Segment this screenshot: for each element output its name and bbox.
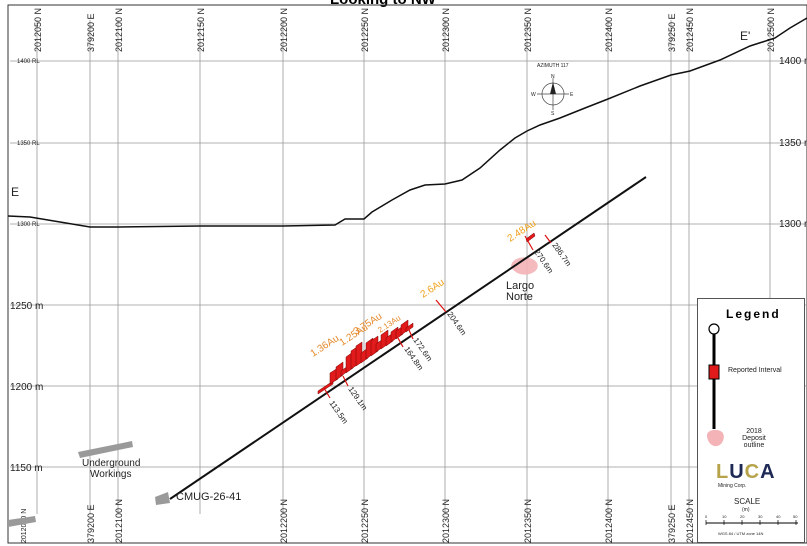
top-label: 2012400 N (604, 8, 614, 52)
section-start-label: E (11, 185, 19, 199)
grade-labels: 1.36Au 1.25Au 3.75Au 2.13Au 2.6Au 2.48Au (309, 218, 539, 359)
grade-label: 2.48Au (506, 218, 539, 244)
elevation-m-label: 1200 m (10, 382, 43, 393)
deposit-label: Norte (506, 291, 533, 303)
bottom-coordinate-labels: 2012050 N 379200 E 2012100 N 2012200 N 2… (21, 499, 695, 543)
legend-panel: Legend Reported Interval 2018 Deposit outl… (697, 298, 805, 543)
rl-label: 1300 RL (17, 222, 40, 228)
legend-interval-label: Reported Interval (728, 367, 782, 374)
svg-text:50: 50 (793, 514, 798, 519)
svg-text:S: S (551, 111, 555, 117)
compass-title: AZIMUTH 117 (537, 63, 569, 69)
luca-logo: LUCA (716, 461, 776, 483)
svg-text:E: E (570, 92, 574, 98)
scale-title: SCALE (734, 497, 761, 506)
top-label: 2012450 N (685, 8, 695, 52)
bottom-label: 2012250 N (360, 499, 370, 543)
underground-workings (8, 441, 170, 527)
svg-text:10: 10 (722, 514, 727, 519)
section-title: Looking to NW (330, 0, 436, 8)
bottom-label: 2012100 N (114, 499, 124, 543)
bottom-label: 2012200 N (279, 499, 289, 543)
deposit-outline (511, 257, 538, 275)
grade-label: 1.36Au (309, 333, 342, 359)
top-label: 2012250 N (360, 8, 370, 52)
top-label: 379200 E (86, 13, 96, 52)
top-label: 2012100 N (114, 8, 124, 52)
deposit-legend-icon (707, 429, 724, 447)
drillhole-legend-icon (708, 323, 720, 429)
workings-label: Underground (82, 458, 140, 469)
bottom-label: 2012050 N (21, 509, 28, 543)
depth-label: 113.5m (327, 399, 350, 426)
svg-text:40: 40 (776, 514, 781, 519)
bottom-label: 2012350 N (523, 499, 533, 543)
right-elevation-label: 1400 m (779, 56, 807, 67)
depth-label: 204.6m (445, 310, 468, 337)
legend-header: Legend (726, 307, 781, 321)
logo-tagline: Mining Corp. (718, 483, 747, 489)
interval-ticks (323, 234, 552, 399)
depth-label: 286.7m (550, 241, 573, 268)
elevation-m-label: 1150 m (10, 463, 43, 474)
section-end-label: E' (740, 29, 750, 43)
drillhole-label: CMUG-26-41 (176, 491, 241, 503)
svg-text:W: W (531, 92, 536, 98)
right-elevation-label: 1300 m (779, 219, 807, 230)
rl-label: 1350 RL (17, 141, 40, 147)
svg-text:N: N (551, 74, 555, 80)
compass-icon: AZIMUTH 117 N S E W (531, 63, 574, 117)
svg-text:20: 20 (740, 514, 745, 519)
top-label: 2012350 N (523, 8, 533, 52)
vertical-grid (36, 20, 771, 514)
elevation-m-label: 1250 m (10, 301, 43, 312)
top-label: 2012150 N (196, 8, 206, 52)
elevation-labels: 1400 RL 1350 RL 1300 RL 1250 m 1200 m 11… (10, 56, 807, 474)
crs-label: WGS 84 / UTM zone 14N (718, 531, 764, 536)
right-elevation-label: 1350 m (779, 138, 807, 149)
workings-label: Workings (90, 469, 132, 480)
topography-profile (7, 17, 807, 228)
top-label: 2012200 N (279, 8, 289, 52)
grade-label: 2.6Au (419, 277, 447, 300)
svg-text:30: 30 (758, 514, 763, 519)
bottom-label: 2012300 N (441, 499, 451, 543)
bottom-label: 379200 E (86, 504, 96, 543)
drillhole-trace (169, 176, 647, 500)
rl-label: 1400 RL (17, 59, 40, 65)
top-label: 2012300 N (441, 8, 451, 52)
top-label: 379250 E (667, 13, 677, 52)
bottom-label: 2012450 N (685, 499, 695, 543)
bottom-label: 2012400 N (604, 499, 614, 543)
scale-bar: 0 10 20 30 40 50 (705, 514, 798, 525)
top-label: 2012500 N (766, 8, 776, 52)
horizontal-grid (10, 60, 807, 468)
top-coordinate-labels: 2012050 N 379200 E 2012100 N 2012150 N 2… (33, 8, 776, 52)
map-frame (7, 4, 807, 544)
deposit-label: Largo (506, 280, 534, 292)
bottom-label: 379250 E (667, 504, 677, 543)
top-label: 2012050 N (33, 8, 43, 52)
legend-deposit-label: 2018 Deposit outline (742, 428, 766, 449)
svg-text:0: 0 (705, 514, 708, 519)
reported-intervals (317, 232, 536, 395)
depth-label: 129.1m (346, 385, 369, 412)
scale-unit: (m) (742, 507, 750, 513)
